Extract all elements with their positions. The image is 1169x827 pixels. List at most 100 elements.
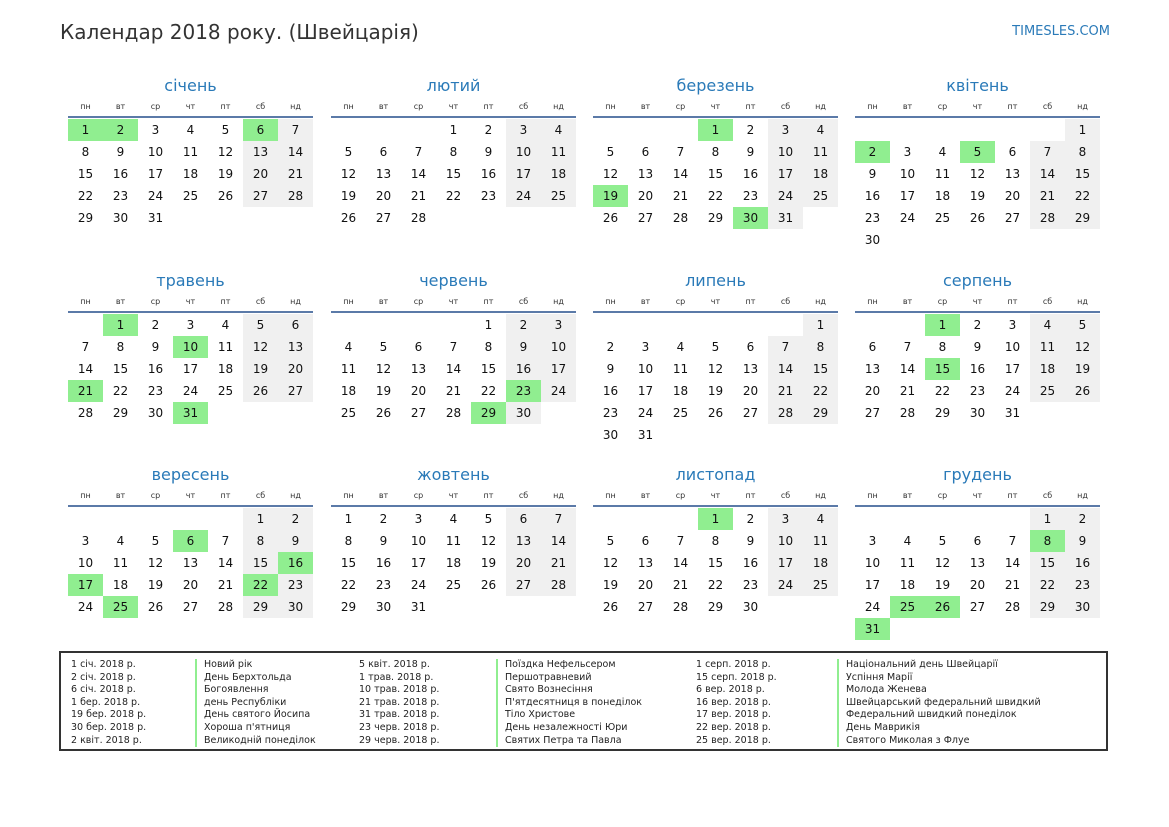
- day-cell[interactable]: 16: [742, 167, 759, 181]
- day-cell[interactable]: 27: [637, 211, 654, 225]
- day-cell[interactable]: 29: [112, 406, 129, 420]
- day-cell[interactable]: 26: [243, 380, 278, 402]
- day-cell[interactable]: 24: [864, 600, 881, 614]
- day-cell[interactable]: 27: [506, 574, 541, 596]
- day-cell[interactable]: 22: [707, 578, 724, 592]
- day-cell[interactable]: 1: [1065, 119, 1100, 141]
- day-cell[interactable]: 1: [1030, 508, 1065, 530]
- day-cell[interactable]: 15: [77, 167, 94, 181]
- day-cell[interactable]: 5: [221, 123, 230, 137]
- day-cell[interactable]: 1: [449, 123, 458, 137]
- day-cell[interactable]: 3: [768, 508, 803, 530]
- day-cell[interactable]: 21: [672, 578, 689, 592]
- holiday-day-cell[interactable]: 26: [925, 596, 960, 618]
- day-cell[interactable]: 9: [379, 534, 388, 548]
- day-cell[interactable]: 25: [934, 211, 951, 225]
- day-cell[interactable]: 22: [340, 578, 357, 592]
- holiday-day-cell[interactable]: 16: [278, 552, 313, 574]
- day-cell[interactable]: 6: [1008, 145, 1017, 159]
- day-cell[interactable]: 12: [147, 556, 164, 570]
- day-cell[interactable]: 18: [182, 167, 199, 181]
- day-cell[interactable]: 29: [340, 600, 357, 614]
- day-cell[interactable]: 29: [707, 600, 724, 614]
- day-cell[interactable]: 6: [379, 145, 388, 159]
- day-cell[interactable]: 29: [1030, 596, 1065, 618]
- day-cell[interactable]: 19: [602, 578, 619, 592]
- day-cell[interactable]: 12: [243, 336, 278, 358]
- day-cell[interactable]: 18: [217, 362, 234, 376]
- day-cell[interactable]: 28: [1004, 600, 1021, 614]
- day-cell[interactable]: 12: [217, 145, 234, 159]
- day-cell[interactable]: 10: [637, 362, 654, 376]
- day-cell[interactable]: 6: [973, 534, 982, 548]
- day-cell[interactable]: 11: [541, 141, 576, 163]
- day-cell[interactable]: 2: [278, 508, 313, 530]
- day-cell[interactable]: 4: [449, 512, 458, 526]
- day-cell[interactable]: 22: [445, 189, 462, 203]
- day-cell[interactable]: 27: [410, 406, 427, 420]
- day-cell[interactable]: 17: [768, 163, 803, 185]
- day-cell[interactable]: 30: [375, 600, 392, 614]
- holiday-day-cell[interactable]: 30: [733, 207, 768, 229]
- day-cell[interactable]: 24: [182, 384, 199, 398]
- day-cell[interactable]: 3: [506, 119, 541, 141]
- day-cell[interactable]: 14: [672, 167, 689, 181]
- day-cell[interactable]: 24: [77, 600, 94, 614]
- day-cell[interactable]: 11: [445, 534, 462, 548]
- day-cell[interactable]: 17: [506, 163, 541, 185]
- day-cell[interactable]: 17: [899, 189, 916, 203]
- holiday-day-cell[interactable]: 23: [506, 380, 541, 402]
- day-cell[interactable]: 18: [445, 556, 462, 570]
- day-cell[interactable]: 29: [1065, 207, 1100, 229]
- day-cell[interactable]: 29: [934, 406, 951, 420]
- day-cell[interactable]: 16: [602, 384, 619, 398]
- day-cell[interactable]: 22: [1030, 574, 1065, 596]
- day-cell[interactable]: 1: [803, 314, 838, 336]
- day-cell[interactable]: 9: [278, 530, 313, 552]
- day-cell[interactable]: 27: [637, 600, 654, 614]
- day-cell[interactable]: 11: [899, 556, 916, 570]
- day-cell[interactable]: 30: [969, 406, 986, 420]
- day-cell[interactable]: 5: [1065, 314, 1100, 336]
- day-cell[interactable]: 17: [1004, 362, 1021, 376]
- day-cell[interactable]: 9: [484, 145, 493, 159]
- day-cell[interactable]: 30: [278, 596, 313, 618]
- day-cell[interactable]: 28: [278, 185, 313, 207]
- day-cell[interactable]: 21: [1004, 578, 1021, 592]
- day-cell[interactable]: 24: [410, 578, 427, 592]
- day-cell[interactable]: 27: [969, 600, 986, 614]
- day-cell[interactable]: 23: [112, 189, 129, 203]
- day-cell[interactable]: 25: [803, 185, 838, 207]
- day-cell[interactable]: 20: [506, 552, 541, 574]
- day-cell[interactable]: 4: [344, 340, 353, 354]
- day-cell[interactable]: 11: [934, 167, 951, 181]
- day-cell[interactable]: 6: [746, 340, 755, 354]
- day-cell[interactable]: 2: [746, 512, 755, 526]
- day-cell[interactable]: 16: [112, 167, 129, 181]
- day-cell[interactable]: 26: [602, 211, 619, 225]
- day-cell[interactable]: 7: [221, 534, 230, 548]
- day-cell[interactable]: 6: [868, 340, 877, 354]
- day-cell[interactable]: 25: [340, 406, 357, 420]
- holiday-day-cell[interactable]: 5: [960, 141, 995, 163]
- day-cell[interactable]: 28: [899, 406, 916, 420]
- day-cell[interactable]: 23: [602, 406, 619, 420]
- day-cell[interactable]: 12: [375, 362, 392, 376]
- day-cell[interactable]: 24: [1004, 384, 1021, 398]
- holiday-day-cell[interactable]: 1: [103, 314, 138, 336]
- day-cell[interactable]: 19: [147, 578, 164, 592]
- day-cell[interactable]: 20: [410, 384, 427, 398]
- holiday-day-cell[interactable]: 2: [103, 119, 138, 141]
- day-cell[interactable]: 6: [641, 145, 650, 159]
- day-cell[interactable]: 2: [484, 123, 493, 137]
- day-cell[interactable]: 31: [637, 428, 654, 442]
- day-cell[interactable]: 21: [445, 384, 462, 398]
- day-cell[interactable]: 1: [243, 508, 278, 530]
- holiday-day-cell[interactable]: 6: [243, 119, 278, 141]
- day-cell[interactable]: 27: [1004, 211, 1021, 225]
- day-cell[interactable]: 10: [768, 530, 803, 552]
- day-cell[interactable]: 10: [864, 556, 881, 570]
- day-cell[interactable]: 9: [973, 340, 982, 354]
- day-cell[interactable]: 11: [803, 141, 838, 163]
- day-cell[interactable]: 30: [864, 233, 881, 247]
